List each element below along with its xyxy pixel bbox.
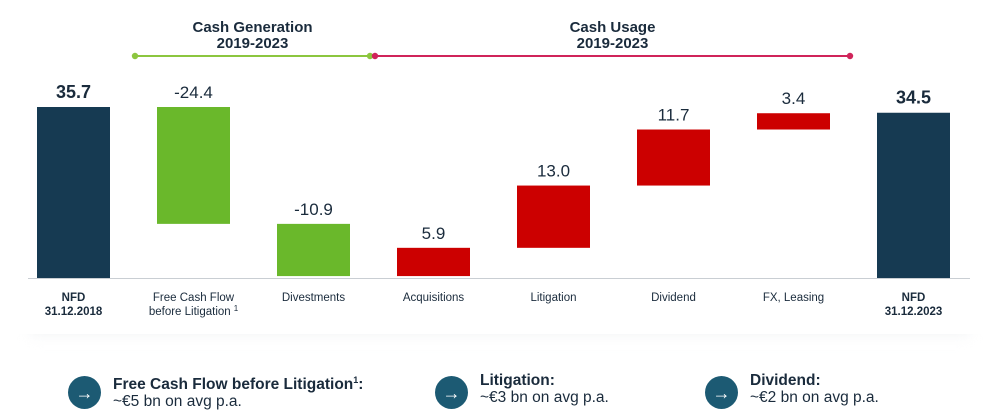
- group-bracket-dot: [131, 52, 139, 60]
- waterfall-bar: [877, 112, 950, 279]
- data-label: 5.9: [422, 224, 446, 243]
- data-label: 35.7: [56, 82, 91, 102]
- group-bracket-dot: [846, 52, 854, 60]
- arrow-right-icon[interactable]: →: [68, 376, 101, 409]
- group-header-period: 2019-2023: [577, 35, 649, 52]
- footer-title-litigation: Litigation:: [480, 372, 555, 389]
- waterfall-bar: [397, 247, 470, 277]
- footer-item-dividend: → Dividend: ~€2 bn on avg p.a.: [705, 372, 879, 409]
- waterfall-bar: [637, 129, 710, 186]
- group-bracket-dot: [366, 52, 374, 60]
- category-label: Acquisitions: [403, 292, 465, 304]
- data-label: 3.4: [782, 89, 806, 108]
- footer-title-dividend: Dividend:: [750, 372, 821, 389]
- waterfall-chart: 35.7 NFD 31.12.2018 -24.4 Free Cash Flowbefo…: [28, 19, 970, 318]
- data-label: 11.7: [658, 106, 690, 125]
- data-label: 13.0: [537, 162, 570, 181]
- category-label: NFD: [902, 292, 926, 304]
- group-header-title: Cash Generation: [192, 19, 312, 36]
- footer-item-fcf: → Free Cash Flow before Litigation1: ~€5…: [68, 372, 363, 411]
- group-header-period: 2019-2023: [217, 35, 289, 52]
- group-header-title: Cash Usage: [570, 19, 656, 36]
- category-label: FX, Leasing: [763, 292, 824, 304]
- footer-item-litigation: → Litigation: ~€3 bn on avg p.a.: [435, 372, 609, 409]
- footer-subtitle-litigation: ~€3 bn on avg p.a.: [480, 389, 609, 406]
- footer-subtitle-fcf: ~€5 bn on avg p.a.: [113, 393, 242, 411]
- waterfall-bar: [37, 107, 110, 278]
- waterfall-bar: [517, 185, 590, 248]
- waterfall-bar: [157, 107, 230, 224]
- category-label: before Litigation 1: [149, 304, 239, 318]
- waterfall-bar: [757, 113, 830, 130]
- category-label: Free Cash Flow: [153, 292, 235, 304]
- category-label: 31.12.2023: [885, 306, 943, 318]
- waterfall-chart-card: 35.7 NFD 31.12.2018 -24.4 Free Cash Flow befo…: [28, 19, 970, 318]
- data-label: 34.5: [896, 88, 931, 108]
- category-label: 31.12.2018: [45, 306, 103, 318]
- footer-subtitle-dividend: ~€2 bn on avg p.a.: [750, 389, 879, 406]
- arrow-right-icon[interactable]: →: [705, 376, 738, 409]
- group-bracket-dot: [371, 52, 379, 60]
- category-label: NFD: [62, 292, 86, 304]
- category-label: Dividend: [651, 292, 696, 304]
- arrow-right-icon[interactable]: →: [435, 376, 468, 409]
- category-label: Divestments: [282, 292, 346, 304]
- category-label: Litigation: [530, 292, 576, 304]
- footer-title-fcf: Free Cash Flow before Litigation1:: [113, 375, 364, 394]
- data-label: -24.4: [174, 83, 213, 102]
- waterfall-bar: [277, 223, 350, 277]
- data-label: -10.9: [294, 200, 333, 219]
